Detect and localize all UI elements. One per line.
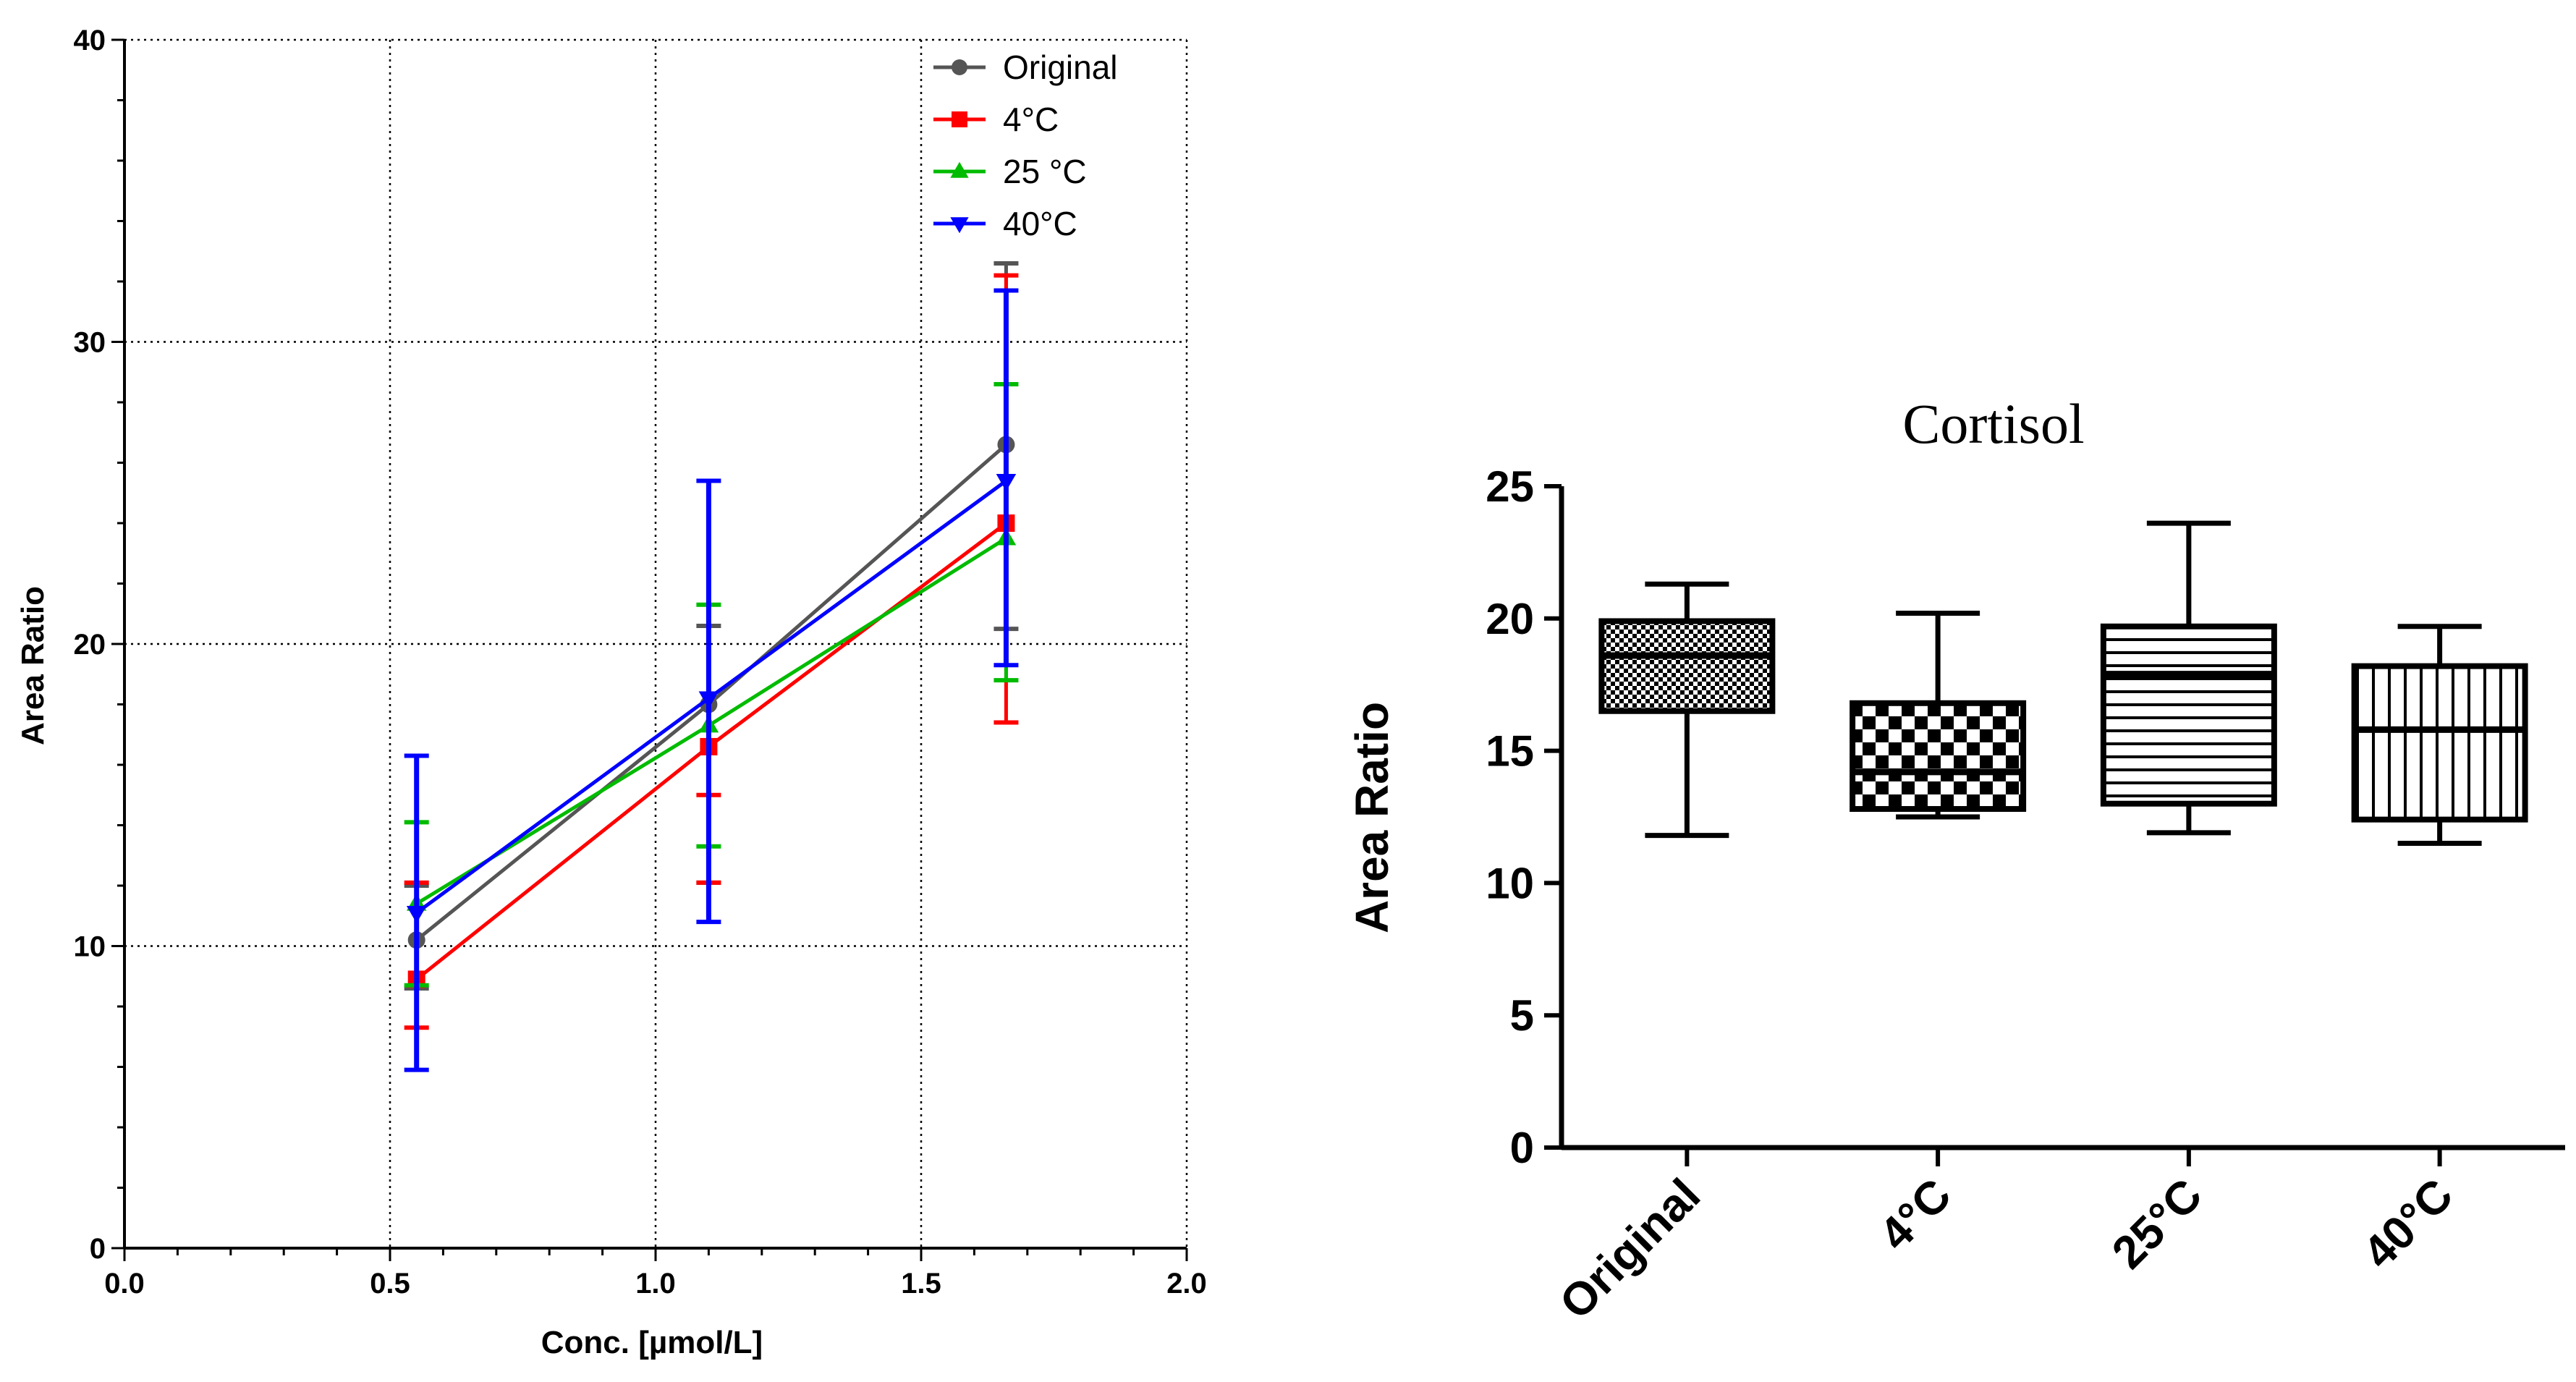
box-iqr xyxy=(2100,623,2277,807)
x-tick-label: 2.0 xyxy=(1166,1268,1207,1300)
y-tick-label: 0 xyxy=(1510,1124,1534,1172)
series-2 xyxy=(404,381,1019,988)
box-iqr xyxy=(1850,700,2027,813)
box-iqr xyxy=(2351,663,2528,823)
box-1 xyxy=(1850,610,2027,820)
series-layer xyxy=(404,260,1019,1072)
x-tick-label: Original xyxy=(1549,1169,1710,1329)
y-tick-label: 20 xyxy=(74,629,106,661)
boxes-layer xyxy=(1598,520,2528,847)
marker-triangle-down xyxy=(698,691,719,709)
legend-label: 4°C xyxy=(1003,101,1059,138)
chart-title: Cortisol xyxy=(1902,392,2084,455)
x-tick-label: 0.5 xyxy=(370,1268,410,1300)
legend-entry: 40°C xyxy=(933,205,1077,242)
marker-triangle-down xyxy=(996,473,1017,491)
legend-label: 25 °C xyxy=(1003,153,1087,190)
y-tick-label: 10 xyxy=(74,931,106,963)
box-3 xyxy=(2351,624,2528,847)
axes xyxy=(1544,484,2565,1166)
y-tick-label: 40 xyxy=(74,25,106,56)
legend-entry: 4°C xyxy=(933,101,1059,138)
series-3 xyxy=(404,288,1019,1072)
tick-labels: 0.0 0.5 1.0 1.5 2.0 0 10 20 30 40 xyxy=(74,25,1207,1300)
axes xyxy=(111,38,1188,1261)
y-tick-label: 20 xyxy=(1486,595,1534,643)
marker-square xyxy=(952,111,967,127)
line-chart: 0.0 0.5 1.0 1.5 2.0 0 10 20 30 40 Original 4°C 25 °… xyxy=(15,25,1207,1360)
x-tick-label: 1.5 xyxy=(901,1268,941,1300)
marker-triangle-up xyxy=(950,161,969,178)
legend-entry: Original xyxy=(933,48,1118,86)
series-1 xyxy=(404,273,1019,1030)
marker-circle xyxy=(952,59,967,75)
box-chart: Cortisol 0 5 10 15 20 25 Original 4°C 25°C 40°C A… xyxy=(1346,392,2565,1329)
y-tick-label: 30 xyxy=(74,327,106,359)
x-tick-label: 0.0 xyxy=(104,1268,145,1300)
legend-label: Original xyxy=(1003,48,1118,86)
x-tick-label: 25°C xyxy=(2102,1169,2212,1279)
y-tick-label: 15 xyxy=(1486,727,1534,776)
y-tick-label: 10 xyxy=(1486,859,1534,907)
grid xyxy=(124,38,1188,1248)
legend-label: 40°C xyxy=(1003,205,1077,242)
y-tick-label: 5 xyxy=(1510,991,1534,1040)
box-2 xyxy=(2100,520,2277,836)
y-tick-label: 25 xyxy=(1486,462,1534,511)
legend-entry: 25 °C xyxy=(933,153,1087,190)
x-tick-label: 1.0 xyxy=(635,1268,676,1300)
series-0 xyxy=(404,260,1019,991)
box-iqr xyxy=(1598,618,1776,714)
x-axis-label: Conc. [µmol/L] xyxy=(541,1325,763,1360)
marker-triangle-down xyxy=(406,905,427,923)
y-axis-label: Area Ratio xyxy=(15,586,51,745)
box-0 xyxy=(1598,581,1776,839)
x-tick-label: 40°C xyxy=(2352,1169,2462,1279)
y-axis-label: Area Ratio xyxy=(1346,702,1398,933)
tick-labels: 0 5 10 15 20 25 Original 4°C 25°C 40°C xyxy=(1486,462,2462,1329)
legend: Original 4°C 25 °C 40°C xyxy=(933,48,1118,242)
y-tick-label: 0 xyxy=(90,1233,106,1265)
x-tick-label: 4°C xyxy=(1869,1169,1961,1260)
marker-triangle-down xyxy=(950,217,969,234)
